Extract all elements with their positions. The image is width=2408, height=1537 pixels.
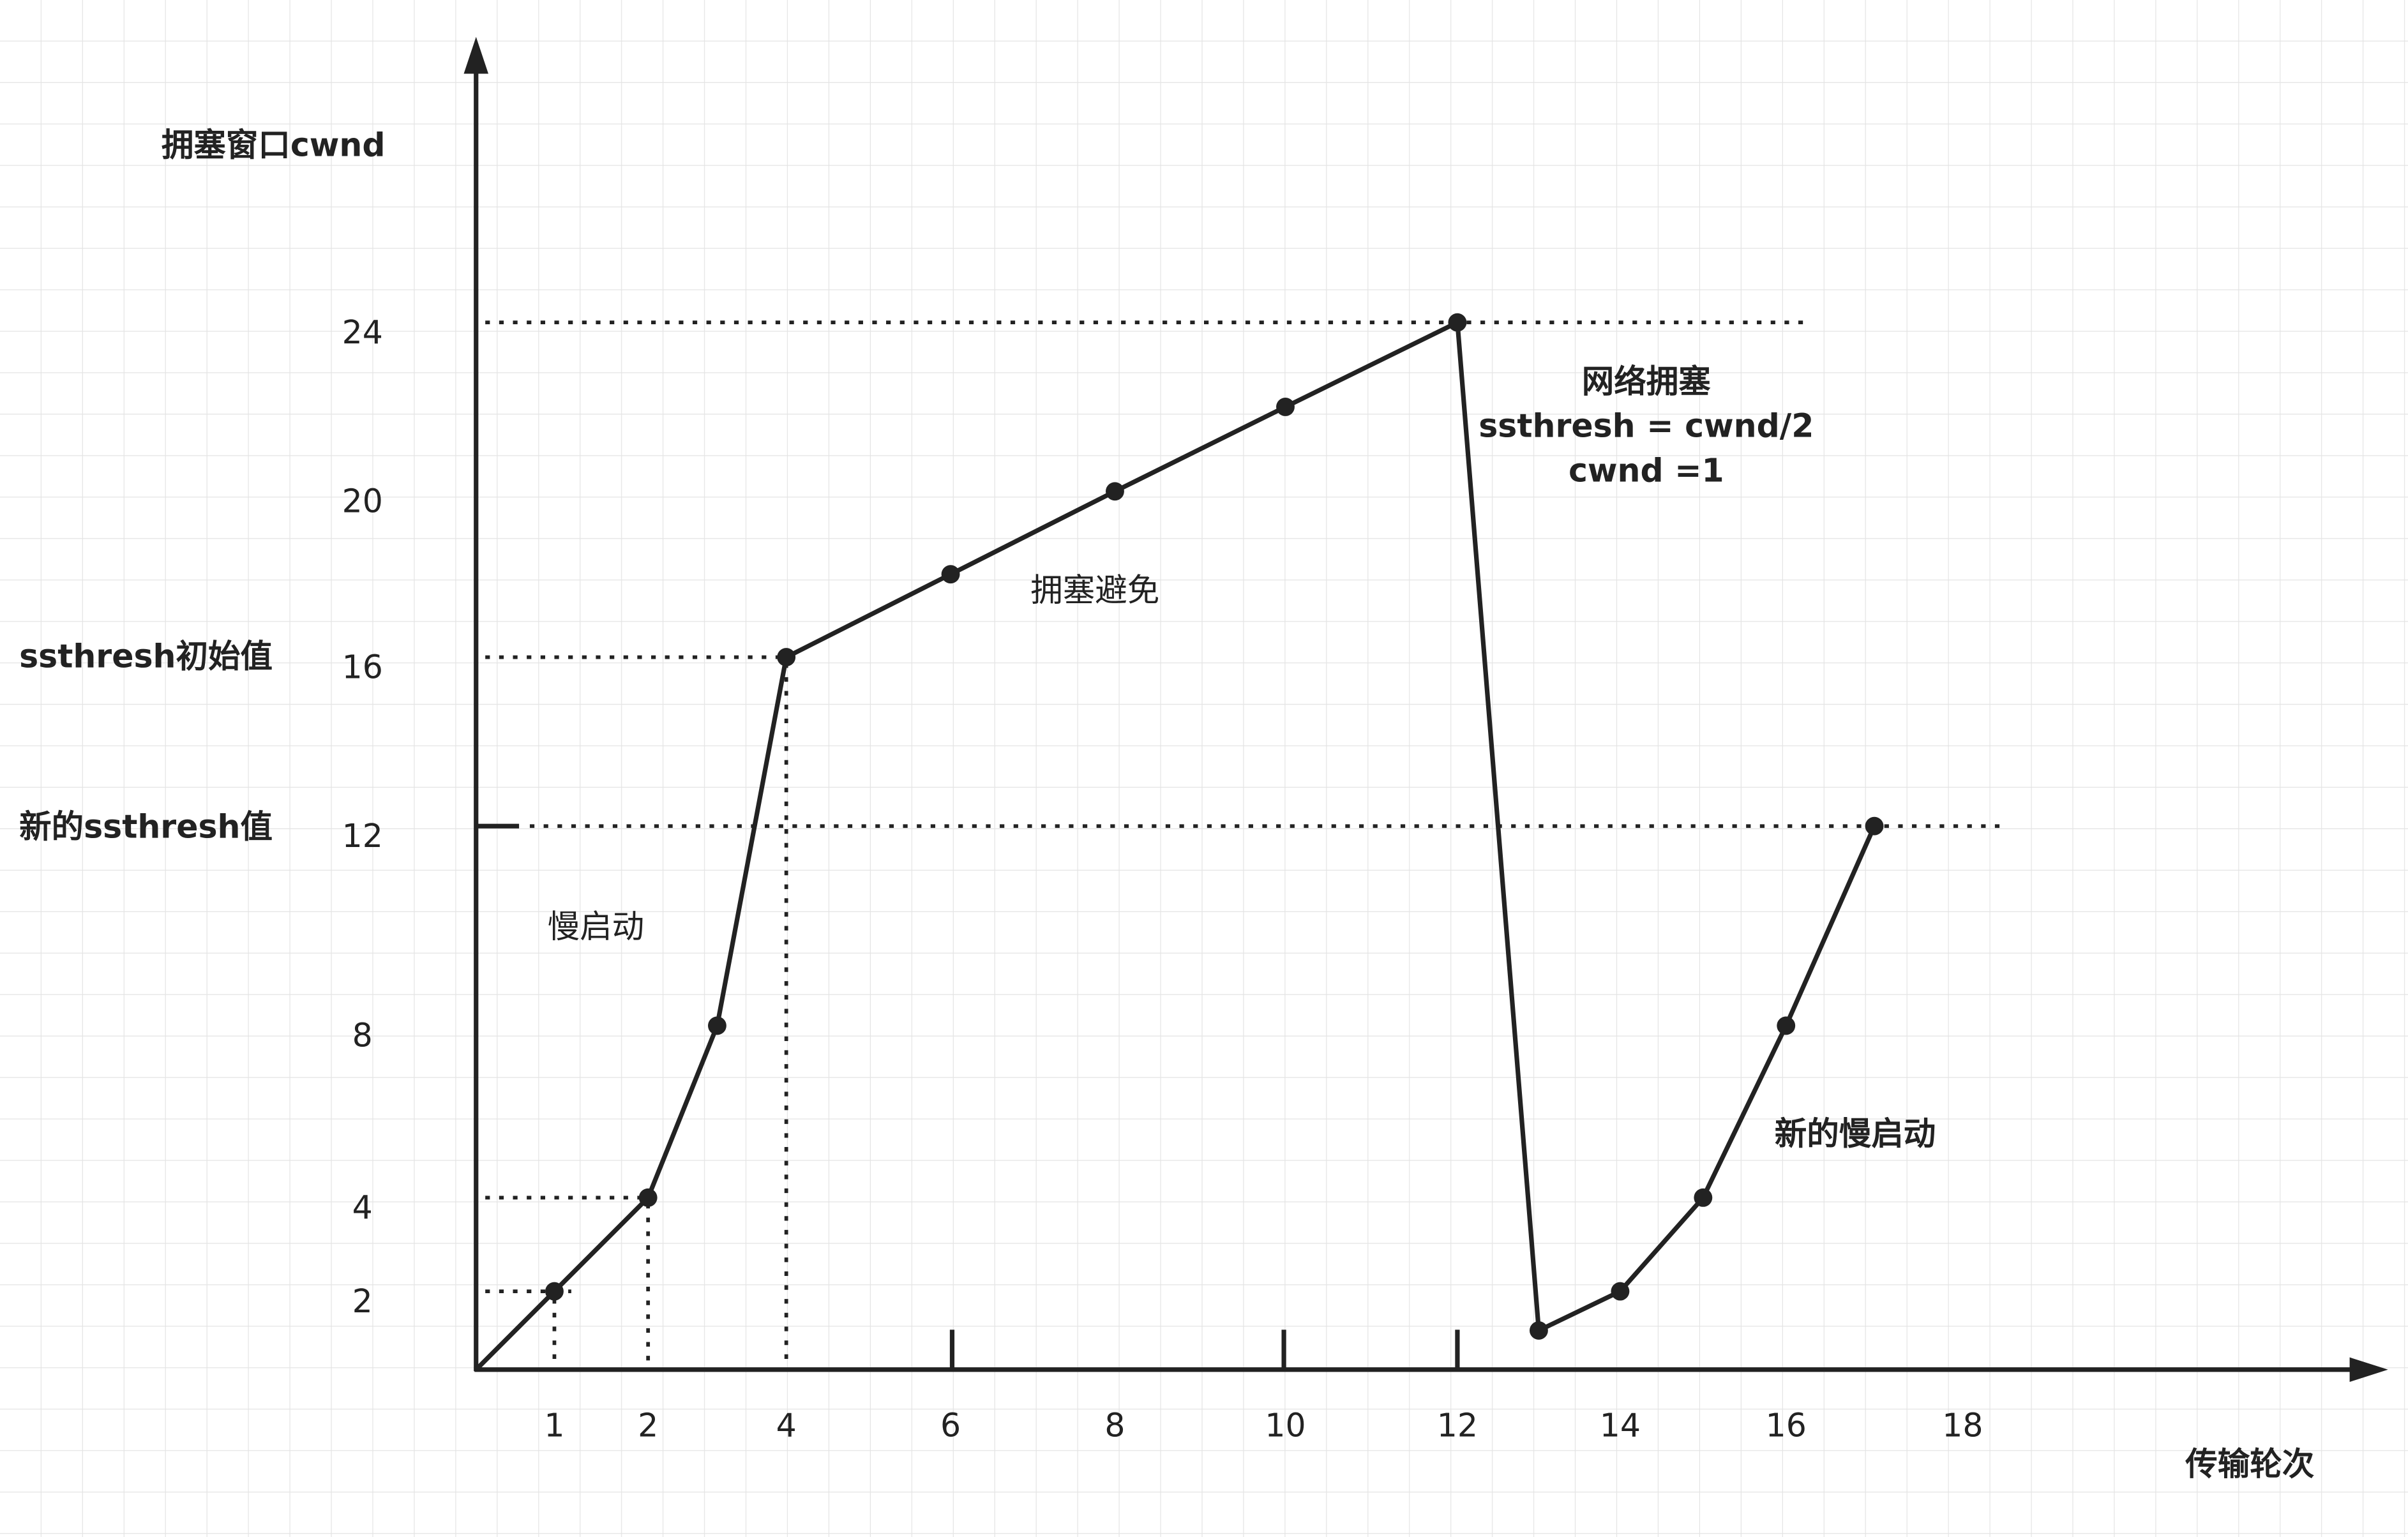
point [1529, 1321, 1548, 1340]
point [1865, 816, 1884, 836]
annotation: 慢启动 [548, 908, 645, 945]
x-tick-label: 16 [1766, 1407, 1807, 1444]
point [1694, 1188, 1713, 1207]
y-tick-label: 8 [352, 1017, 373, 1054]
point [777, 648, 796, 667]
y-tick-label: 4 [352, 1188, 373, 1226]
point [545, 1282, 564, 1301]
x-tick-label: 12 [1437, 1407, 1478, 1444]
y-tick-label: 12 [342, 817, 383, 855]
annotation: cwnd =1 [1569, 451, 1724, 489]
annotation: ssthresh = cwnd/2 [1479, 407, 1814, 445]
annotation: ssthresh初始值 [19, 638, 273, 675]
x-tick-label: 8 [1104, 1407, 1125, 1444]
point [1777, 1016, 1796, 1035]
point [1276, 398, 1295, 416]
y-tick-label: 2 [352, 1282, 373, 1320]
x-tick-label: 10 [1265, 1407, 1306, 1444]
x-tick-label: 18 [1942, 1407, 1983, 1444]
x-tick-label: 14 [1600, 1407, 1641, 1444]
y-arrow [463, 36, 488, 74]
x-tick-label: 4 [776, 1407, 797, 1444]
point [1611, 1282, 1630, 1301]
point [1448, 313, 1467, 332]
y-tick-label: 24 [342, 313, 383, 351]
point [1106, 482, 1124, 501]
line [474, 320, 1877, 1372]
y-axis-title: 拥塞窗口cwnd [162, 126, 386, 163]
annotation: 拥塞避免 [1030, 571, 1159, 609]
x-axis-title: 传输轮次 [2185, 1445, 2315, 1483]
annotation: 新的ssthresh值 [19, 808, 273, 846]
x-tick-label: 2 [638, 1407, 658, 1444]
y-tick-label: 16 [342, 648, 383, 686]
x-arrow [2349, 1357, 2388, 1383]
annotation: 网络拥塞 [1582, 363, 1712, 400]
point [638, 1188, 658, 1207]
x-tick-label: 1 [544, 1407, 564, 1444]
x-tick-label: 6 [940, 1407, 961, 1444]
axes [463, 36, 2388, 1383]
point [941, 565, 960, 584]
point [707, 1016, 726, 1035]
y-tick-label: 20 [342, 483, 383, 520]
annotation: 新的慢启动 [1775, 1115, 1936, 1153]
guides [476, 320, 2000, 1370]
